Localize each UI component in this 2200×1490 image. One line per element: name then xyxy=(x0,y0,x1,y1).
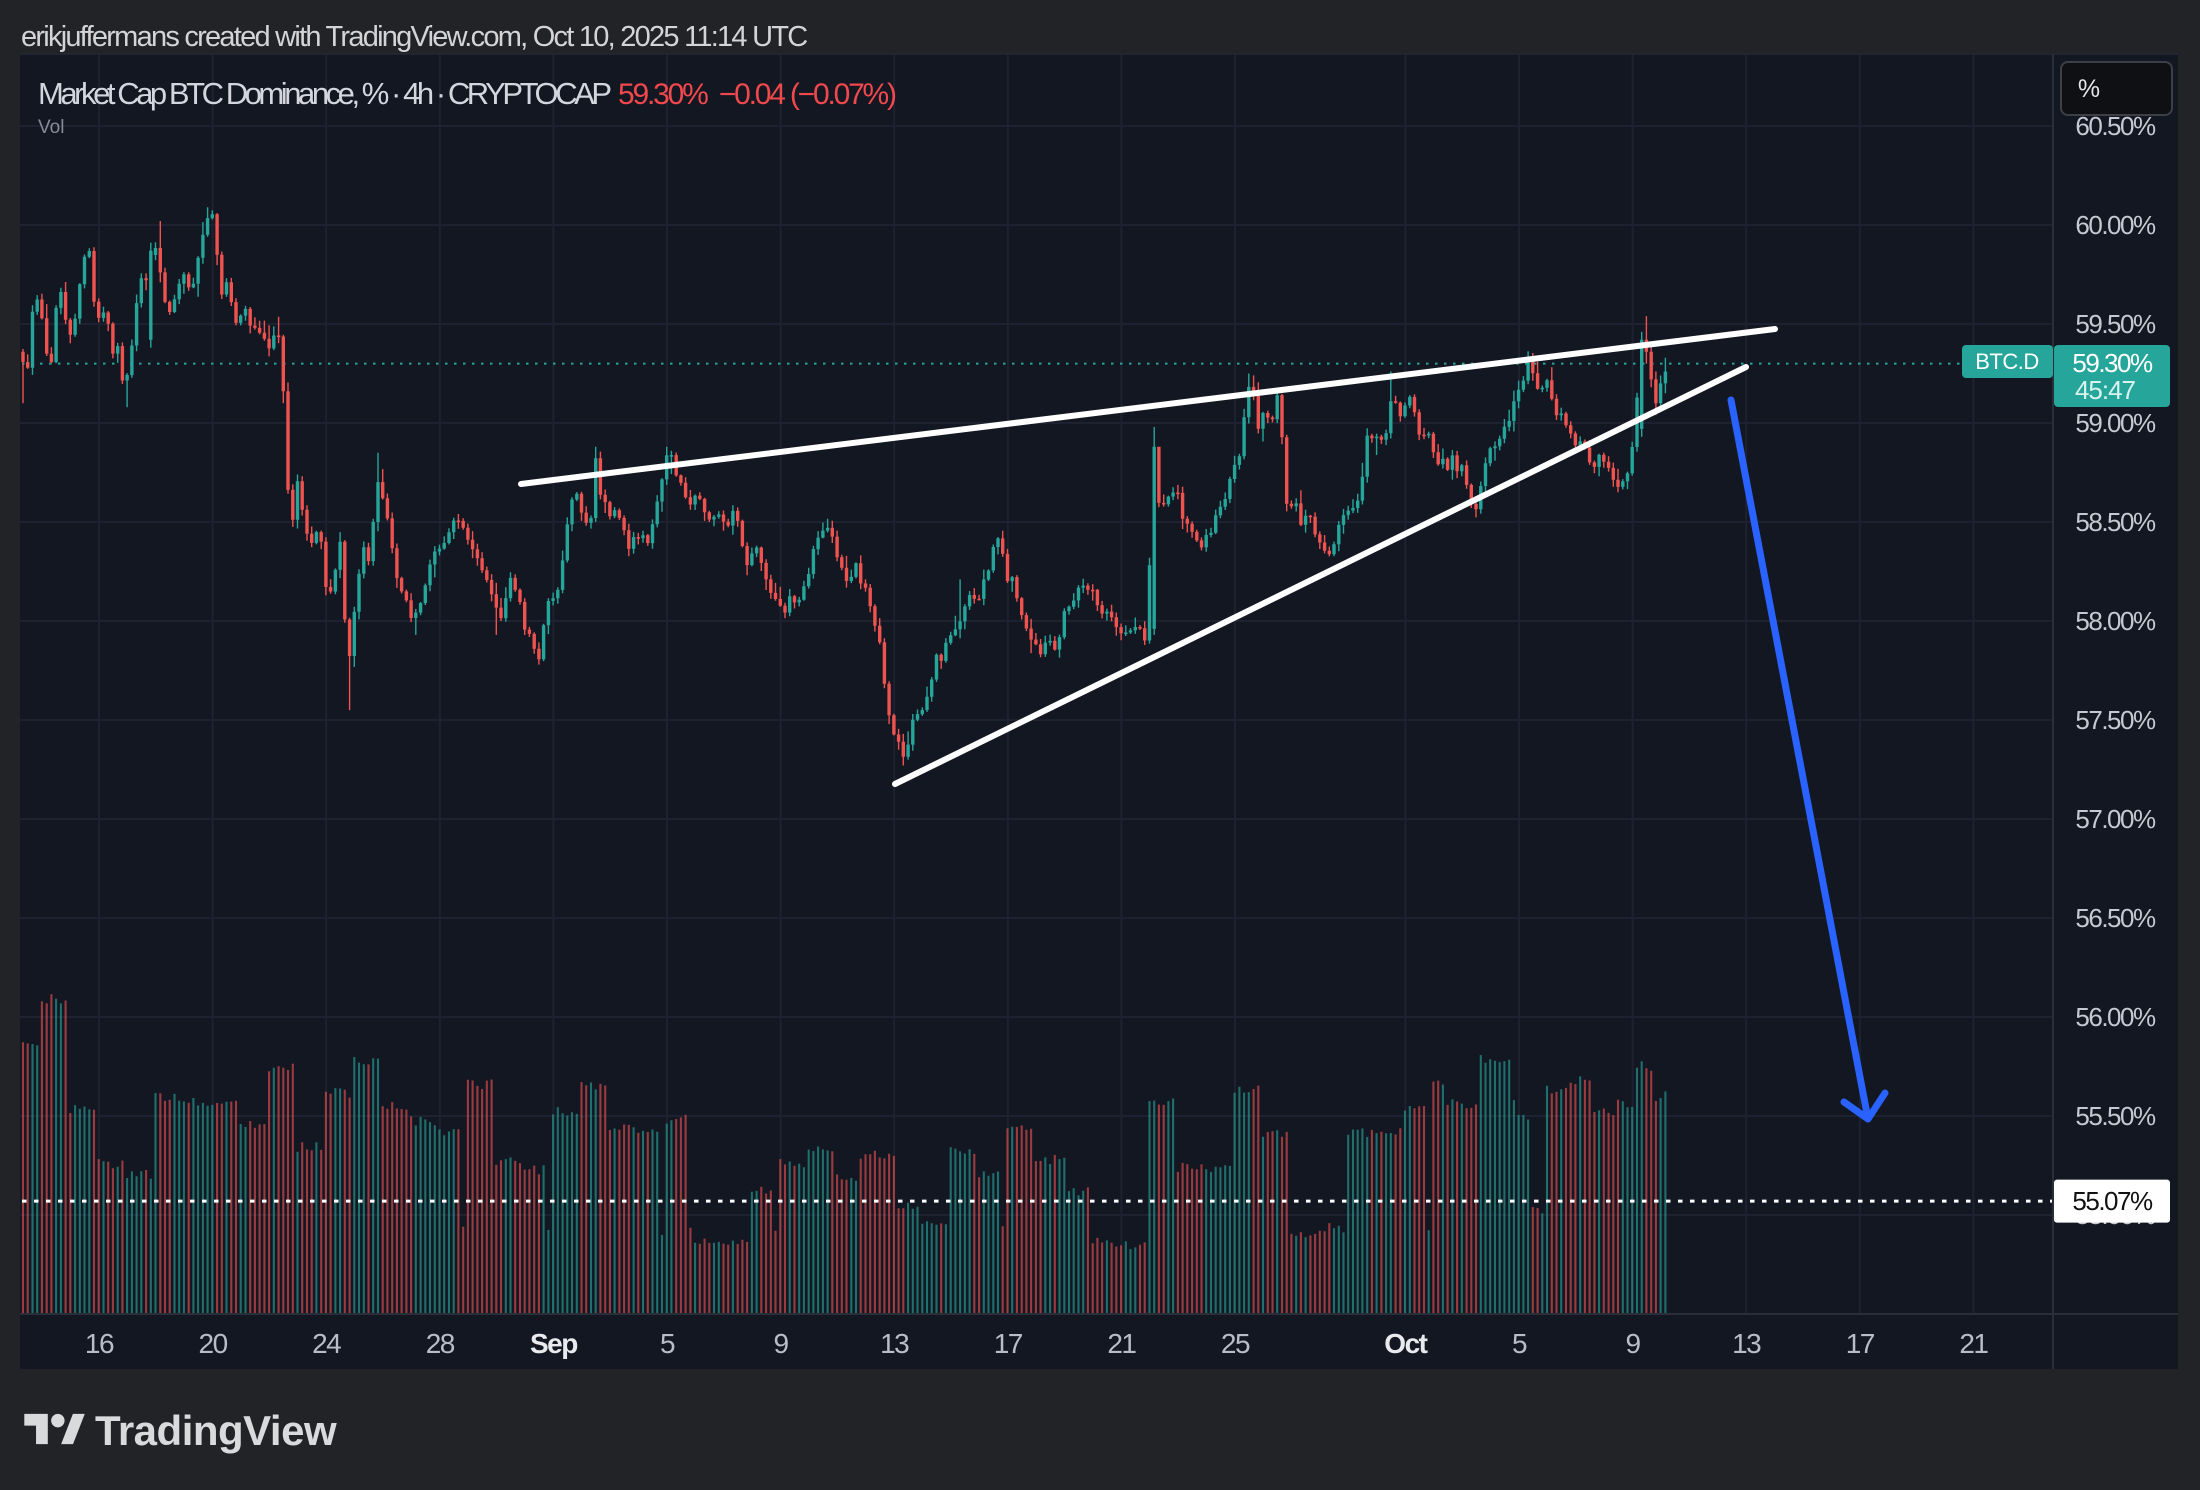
svg-text:9: 9 xyxy=(1626,1328,1641,1359)
svg-text:57.00%: 57.00% xyxy=(2075,804,2156,834)
svg-text:58.50%: 58.50% xyxy=(2075,507,2156,537)
svg-text:13: 13 xyxy=(1732,1328,1761,1359)
svg-text:24: 24 xyxy=(312,1328,341,1359)
svg-text:21: 21 xyxy=(1959,1328,1988,1359)
svg-text:Market Cap BTC Dominance, % ·: Market Cap BTC Dominance, % · 4h · CRYPT… xyxy=(38,76,611,111)
svg-text:59.00%: 59.00% xyxy=(2075,408,2156,438)
svg-text:13: 13 xyxy=(880,1328,909,1359)
svg-text:58.00%: 58.00% xyxy=(2075,606,2156,636)
svg-text:Vol: Vol xyxy=(38,117,64,138)
svg-text:45:47: 45:47 xyxy=(2075,375,2136,405)
svg-text:28: 28 xyxy=(426,1328,455,1359)
svg-text:TradingView: TradingView xyxy=(95,1407,337,1454)
svg-text:59.50%: 59.50% xyxy=(2075,309,2156,339)
svg-text:55.50%: 55.50% xyxy=(2075,1101,2156,1131)
svg-text:Sep: Sep xyxy=(530,1328,577,1359)
svg-text:%: % xyxy=(2078,75,2100,103)
svg-text:21: 21 xyxy=(1107,1328,1136,1359)
svg-text:57.50%: 57.50% xyxy=(2075,705,2156,735)
svg-text:5: 5 xyxy=(660,1328,675,1359)
svg-text:17: 17 xyxy=(994,1328,1023,1359)
svg-text:60.00%: 60.00% xyxy=(2075,210,2156,240)
svg-text:56.00%: 56.00% xyxy=(2075,1002,2156,1032)
svg-text:5: 5 xyxy=(1512,1328,1527,1359)
svg-text:BTC.D: BTC.D xyxy=(1975,349,2039,374)
svg-text:25: 25 xyxy=(1221,1328,1250,1359)
svg-text:20: 20 xyxy=(199,1328,228,1359)
svg-text:17: 17 xyxy=(1846,1328,1875,1359)
svg-text:59.30% −0.04 (−0.07%): 59.30% −0.04 (−0.07%) xyxy=(618,78,896,111)
svg-text:9: 9 xyxy=(774,1328,789,1359)
svg-text:59.30%: 59.30% xyxy=(2072,348,2153,378)
svg-text:Oct: Oct xyxy=(1384,1328,1427,1359)
svg-text:56.50%: 56.50% xyxy=(2075,903,2156,933)
svg-text:16: 16 xyxy=(85,1328,114,1359)
svg-text:55.07%: 55.07% xyxy=(2072,1186,2153,1216)
svg-text:erikjuffermans created with Tr: erikjuffermans created with TradingView.… xyxy=(21,21,807,53)
